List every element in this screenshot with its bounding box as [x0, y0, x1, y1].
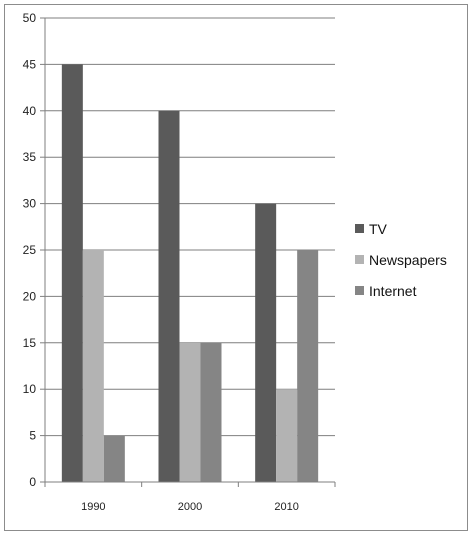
bars	[61, 64, 319, 483]
y-tick-label: 25	[23, 243, 37, 257]
y-tick-label: 50	[23, 11, 37, 25]
bar-tv-2010	[255, 203, 277, 482]
legend-swatch-tv	[355, 224, 364, 233]
legend-label-newspapers: Newspapers	[369, 252, 447, 268]
bar-internet-1990	[103, 435, 125, 482]
legend-swatch-internet	[355, 286, 364, 295]
x-tick-label: 2010	[274, 501, 298, 513]
legend-swatch-newspapers	[355, 255, 364, 264]
y-tick-label: 30	[23, 197, 37, 211]
bar-newspapers-2000	[179, 342, 201, 482]
bar-tv-2000	[158, 110, 180, 483]
y-tick-label: 15	[23, 336, 37, 350]
y-tick-label: 35	[23, 150, 37, 164]
y-tick-label: 10	[23, 382, 37, 396]
x-tick-label: 2000	[178, 501, 202, 513]
y-tick-label: 5	[29, 429, 36, 443]
bar-newspapers-1990	[82, 250, 104, 482]
y-tick-label: 0	[29, 475, 36, 489]
bar-internet-2010	[297, 250, 319, 482]
y-tick-label: 40	[23, 104, 37, 118]
y-tick-label: 45	[23, 57, 37, 71]
axes: 0 5 10 15 20 25 30 35 40 45 50 1990 2000 2010	[23, 11, 336, 513]
x-tick-label: 1990	[81, 501, 105, 513]
bar-tv-1990	[61, 64, 83, 483]
y-tick-label: 20	[23, 289, 37, 303]
legend: TV Newspapers Internet	[355, 221, 447, 299]
bar-newspapers-2010	[276, 389, 298, 482]
bar-internet-2000	[200, 342, 222, 482]
legend-label-tv: TV	[369, 221, 388, 237]
legend-label-internet: Internet	[369, 283, 417, 299]
